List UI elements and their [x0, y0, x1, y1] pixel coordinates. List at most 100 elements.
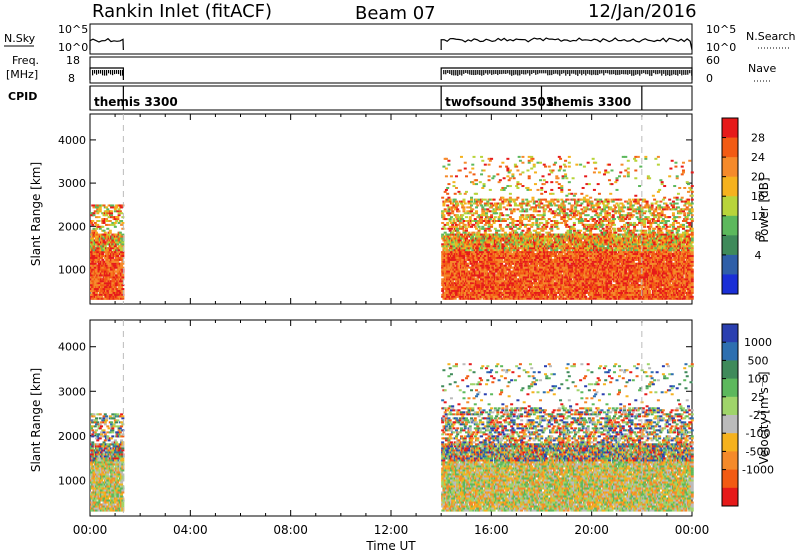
data-cell — [447, 227, 451, 230]
nave-mark — [493, 70, 495, 75]
data-cell — [92, 227, 96, 230]
data-cell — [481, 225, 485, 228]
nsky-label: N.Sky — [4, 32, 36, 45]
data-cell — [449, 264, 453, 267]
data-cell — [552, 216, 556, 219]
data-cell — [471, 243, 475, 246]
data-cell — [562, 206, 566, 209]
data-cell — [448, 200, 452, 203]
data-cell — [118, 210, 122, 213]
data-cell — [513, 229, 517, 232]
nave-mark — [607, 70, 609, 74]
data-cell — [93, 221, 97, 224]
data-cell — [481, 186, 485, 189]
data-cell — [105, 210, 109, 213]
data-cell — [483, 241, 487, 244]
data-cell — [118, 204, 122, 207]
nave-mark — [611, 70, 613, 75]
cpid-mode-label: themis 3300 — [94, 95, 178, 109]
data-cell — [97, 233, 101, 236]
data-cell — [111, 216, 115, 219]
data-cell — [447, 295, 451, 298]
data-cell — [527, 220, 531, 223]
data-cell — [110, 291, 114, 294]
nave-mark — [98, 70, 100, 74]
data-cell — [95, 216, 99, 219]
data-cell — [117, 276, 121, 279]
data-cell — [483, 247, 487, 250]
nave-mark — [627, 70, 629, 75]
data-cell — [520, 206, 524, 209]
data-cell — [102, 204, 106, 207]
data-cell — [535, 221, 539, 224]
data-cell — [482, 169, 486, 172]
data-cell — [482, 253, 486, 256]
data-cell — [501, 200, 505, 203]
nave-mark — [669, 70, 671, 76]
data-cell — [102, 221, 106, 224]
data-cell — [569, 214, 573, 217]
data-cell — [483, 218, 487, 221]
data-cell — [492, 272, 496, 275]
data-cell — [121, 237, 125, 240]
data-cell — [528, 188, 532, 191]
nave-mark — [100, 70, 102, 74]
data-cell — [478, 202, 482, 205]
data-cell — [91, 276, 95, 279]
data-cell — [566, 208, 570, 211]
data-cell — [556, 198, 560, 201]
data-cell — [516, 223, 520, 226]
data-cell — [453, 198, 457, 201]
data-cell — [503, 231, 507, 234]
data-cell — [96, 204, 100, 207]
data-cell — [512, 210, 516, 213]
data-cell — [91, 223, 95, 226]
data-cell — [456, 260, 460, 263]
data-cell — [569, 245, 573, 248]
data-cell — [456, 295, 460, 298]
nave-mark — [491, 70, 493, 76]
data-cell — [475, 206, 479, 209]
data-cell — [98, 276, 102, 279]
data-cell — [527, 175, 531, 178]
data-cell — [106, 227, 110, 230]
data-cell — [567, 181, 571, 184]
data-cell — [498, 198, 502, 201]
data-cell — [458, 284, 462, 287]
data-cell — [532, 202, 536, 205]
data-cell — [569, 229, 573, 232]
data-cell — [443, 190, 447, 193]
data-cell — [531, 223, 535, 226]
data-cell — [556, 227, 560, 230]
data-cell — [454, 223, 458, 226]
data-cell — [458, 220, 462, 223]
data-cell — [559, 272, 563, 275]
data-cell — [456, 214, 460, 217]
data-cell — [103, 282, 107, 285]
data-cell — [97, 268, 101, 271]
nave-mark — [571, 70, 573, 74]
data-cell — [118, 233, 122, 236]
data-cell — [481, 198, 485, 201]
data-cell — [452, 245, 456, 248]
data-cell — [121, 293, 125, 296]
data-cell — [113, 210, 117, 213]
data-cell — [444, 268, 448, 271]
data-cell — [471, 163, 475, 166]
data-cell — [570, 192, 574, 195]
data-cell — [528, 208, 532, 211]
data-cell — [458, 254, 462, 257]
data-cell — [527, 227, 531, 230]
data-cell — [457, 190, 461, 193]
nave-mark — [96, 70, 98, 75]
data-cell — [463, 161, 467, 164]
data-cell — [502, 245, 506, 248]
data-cell — [516, 169, 520, 172]
nave-tick-low: 0 — [706, 72, 713, 85]
nave-mark — [443, 70, 445, 75]
data-cell — [526, 186, 530, 189]
data-cell — [564, 221, 568, 224]
data-cell — [117, 214, 121, 217]
data-cell — [488, 159, 492, 162]
